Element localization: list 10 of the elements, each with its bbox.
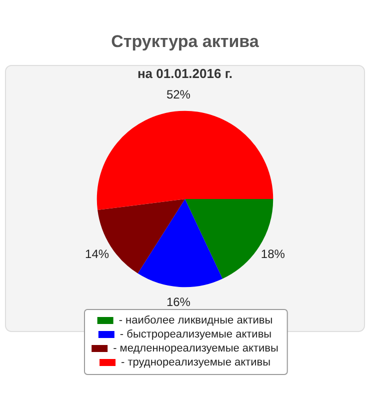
legend-label: - труднореализуемые активы	[121, 356, 271, 369]
data-label: 18%	[260, 247, 286, 262]
data-label: 52%	[166, 87, 191, 102]
data-label: 14%	[85, 247, 110, 262]
legend-label: - наиболее ликвидные активы	[118, 314, 273, 327]
data-label: 16%	[166, 295, 191, 310]
chart-subtitle: на 01.01.2016 г.	[137, 66, 233, 81]
legend-label: - быстрореализуемые активы	[120, 328, 272, 341]
legend-label: - медленнореализуемые активы	[113, 342, 279, 355]
chart-title: Структура актива	[111, 32, 260, 51]
